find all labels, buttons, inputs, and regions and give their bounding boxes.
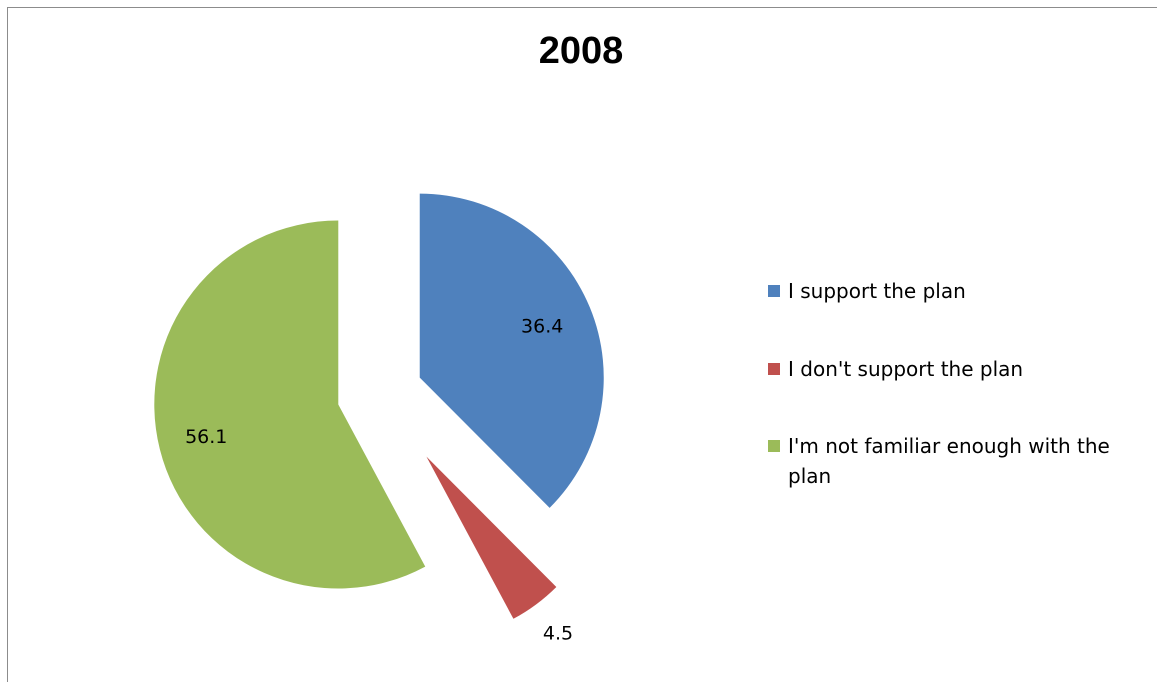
legend-label-not-familiar: I'm not familiar enough with the plan xyxy=(788,434,1110,488)
legend-swatch-support xyxy=(768,285,780,297)
legend-label-support: I support the plan xyxy=(788,279,966,303)
legend-label-not-support: I don't support the plan xyxy=(788,357,1024,381)
legend-swatch-not-support xyxy=(768,363,780,375)
pie-slice-not-support xyxy=(426,456,557,619)
pie-slice-not-familiar xyxy=(154,220,426,589)
data-label-support: 36.4 xyxy=(521,315,563,337)
data-label-not-familiar: 56.1 xyxy=(185,426,227,448)
legend: I support the plan I don't support the p… xyxy=(766,276,1156,491)
data-label-not-support: 4.5 xyxy=(543,623,573,645)
legend-item-not-familiar: I'm not familiar enough with the plan xyxy=(766,431,1156,491)
chart-title: 2008 xyxy=(538,30,624,72)
legend-item-not-support: I don't support the plan xyxy=(766,354,1156,384)
legend-swatch-not-familiar xyxy=(768,440,780,452)
legend-item-support: I support the plan xyxy=(766,276,1156,306)
pie-slice-support xyxy=(419,193,604,508)
